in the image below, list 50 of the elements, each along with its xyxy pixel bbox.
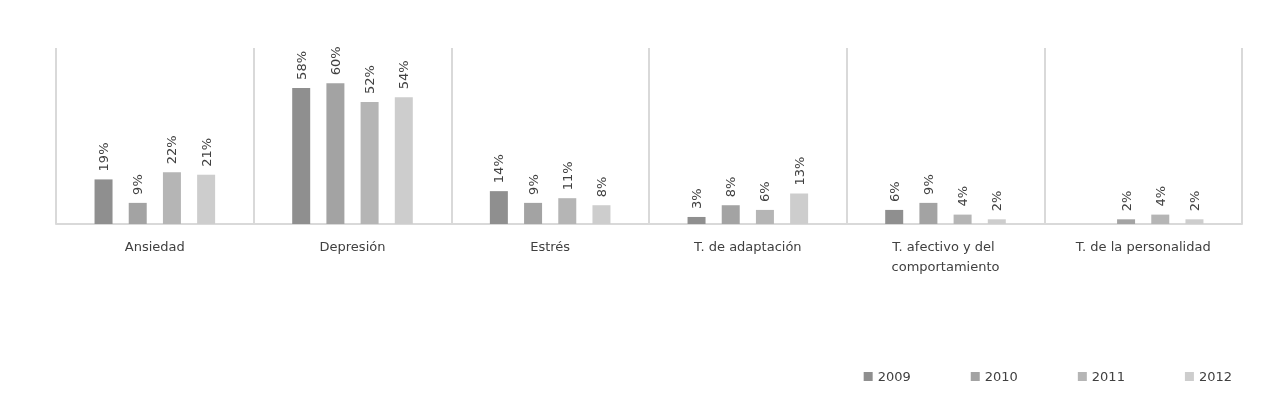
x-tick-label: Ansiedad [124, 238, 185, 254]
data-label: 11% [559, 161, 575, 191]
bar [94, 179, 113, 224]
bar [953, 214, 972, 224]
data-label: 2% [989, 190, 1005, 212]
bar [885, 209, 904, 224]
data-label: 6% [757, 181, 773, 202]
data-label: 8% [593, 176, 609, 198]
data-label: 21% [198, 137, 214, 167]
x-tick-label: Depresión [319, 238, 386, 254]
x-tick-label: T. afectivo y del comportamiento [891, 238, 1000, 274]
legend-label: 2010 [984, 369, 1018, 384]
data-label: 3% [689, 188, 705, 209]
bar [524, 202, 543, 224]
data-label: 9% [525, 174, 541, 195]
bar [326, 83, 345, 224]
bar [558, 198, 577, 224]
bar [1117, 219, 1136, 224]
data-label: 9% [130, 174, 146, 195]
bar [489, 191, 508, 224]
data-label: 2% [1118, 190, 1134, 212]
x-tick-label: T. de adaptación [693, 238, 802, 254]
data-label: 52% [362, 65, 378, 94]
x-tick-label: Estrés [530, 238, 571, 254]
bar [1151, 214, 1170, 224]
data-label: 19% [96, 142, 112, 172]
bar [687, 216, 706, 224]
data-label: 58% [293, 50, 309, 80]
bar [360, 101, 379, 224]
data-label: 13% [791, 156, 807, 186]
legend-label: 2009 [877, 369, 911, 384]
legend-label: 2012 [1198, 369, 1233, 384]
data-label: 9% [920, 174, 936, 195]
bar [162, 172, 181, 224]
data-label: 22% [164, 135, 180, 165]
data-label: 8% [723, 176, 739, 198]
bar [128, 202, 147, 224]
data-label: 14% [491, 154, 507, 184]
data-label: 60% [327, 46, 343, 76]
data-label: 54% [396, 60, 412, 90]
bar [721, 205, 740, 224]
data-label: 6% [886, 181, 902, 202]
data-label: 4% [955, 185, 971, 207]
bar [755, 209, 774, 224]
data-label: 4% [1152, 185, 1168, 207]
x-tick-label: T. de la personalidad [1074, 238, 1211, 254]
data-label: 2% [1186, 190, 1202, 212]
bar [919, 202, 938, 224]
bar [292, 87, 311, 224]
legend-label: 2011 [1091, 369, 1125, 384]
